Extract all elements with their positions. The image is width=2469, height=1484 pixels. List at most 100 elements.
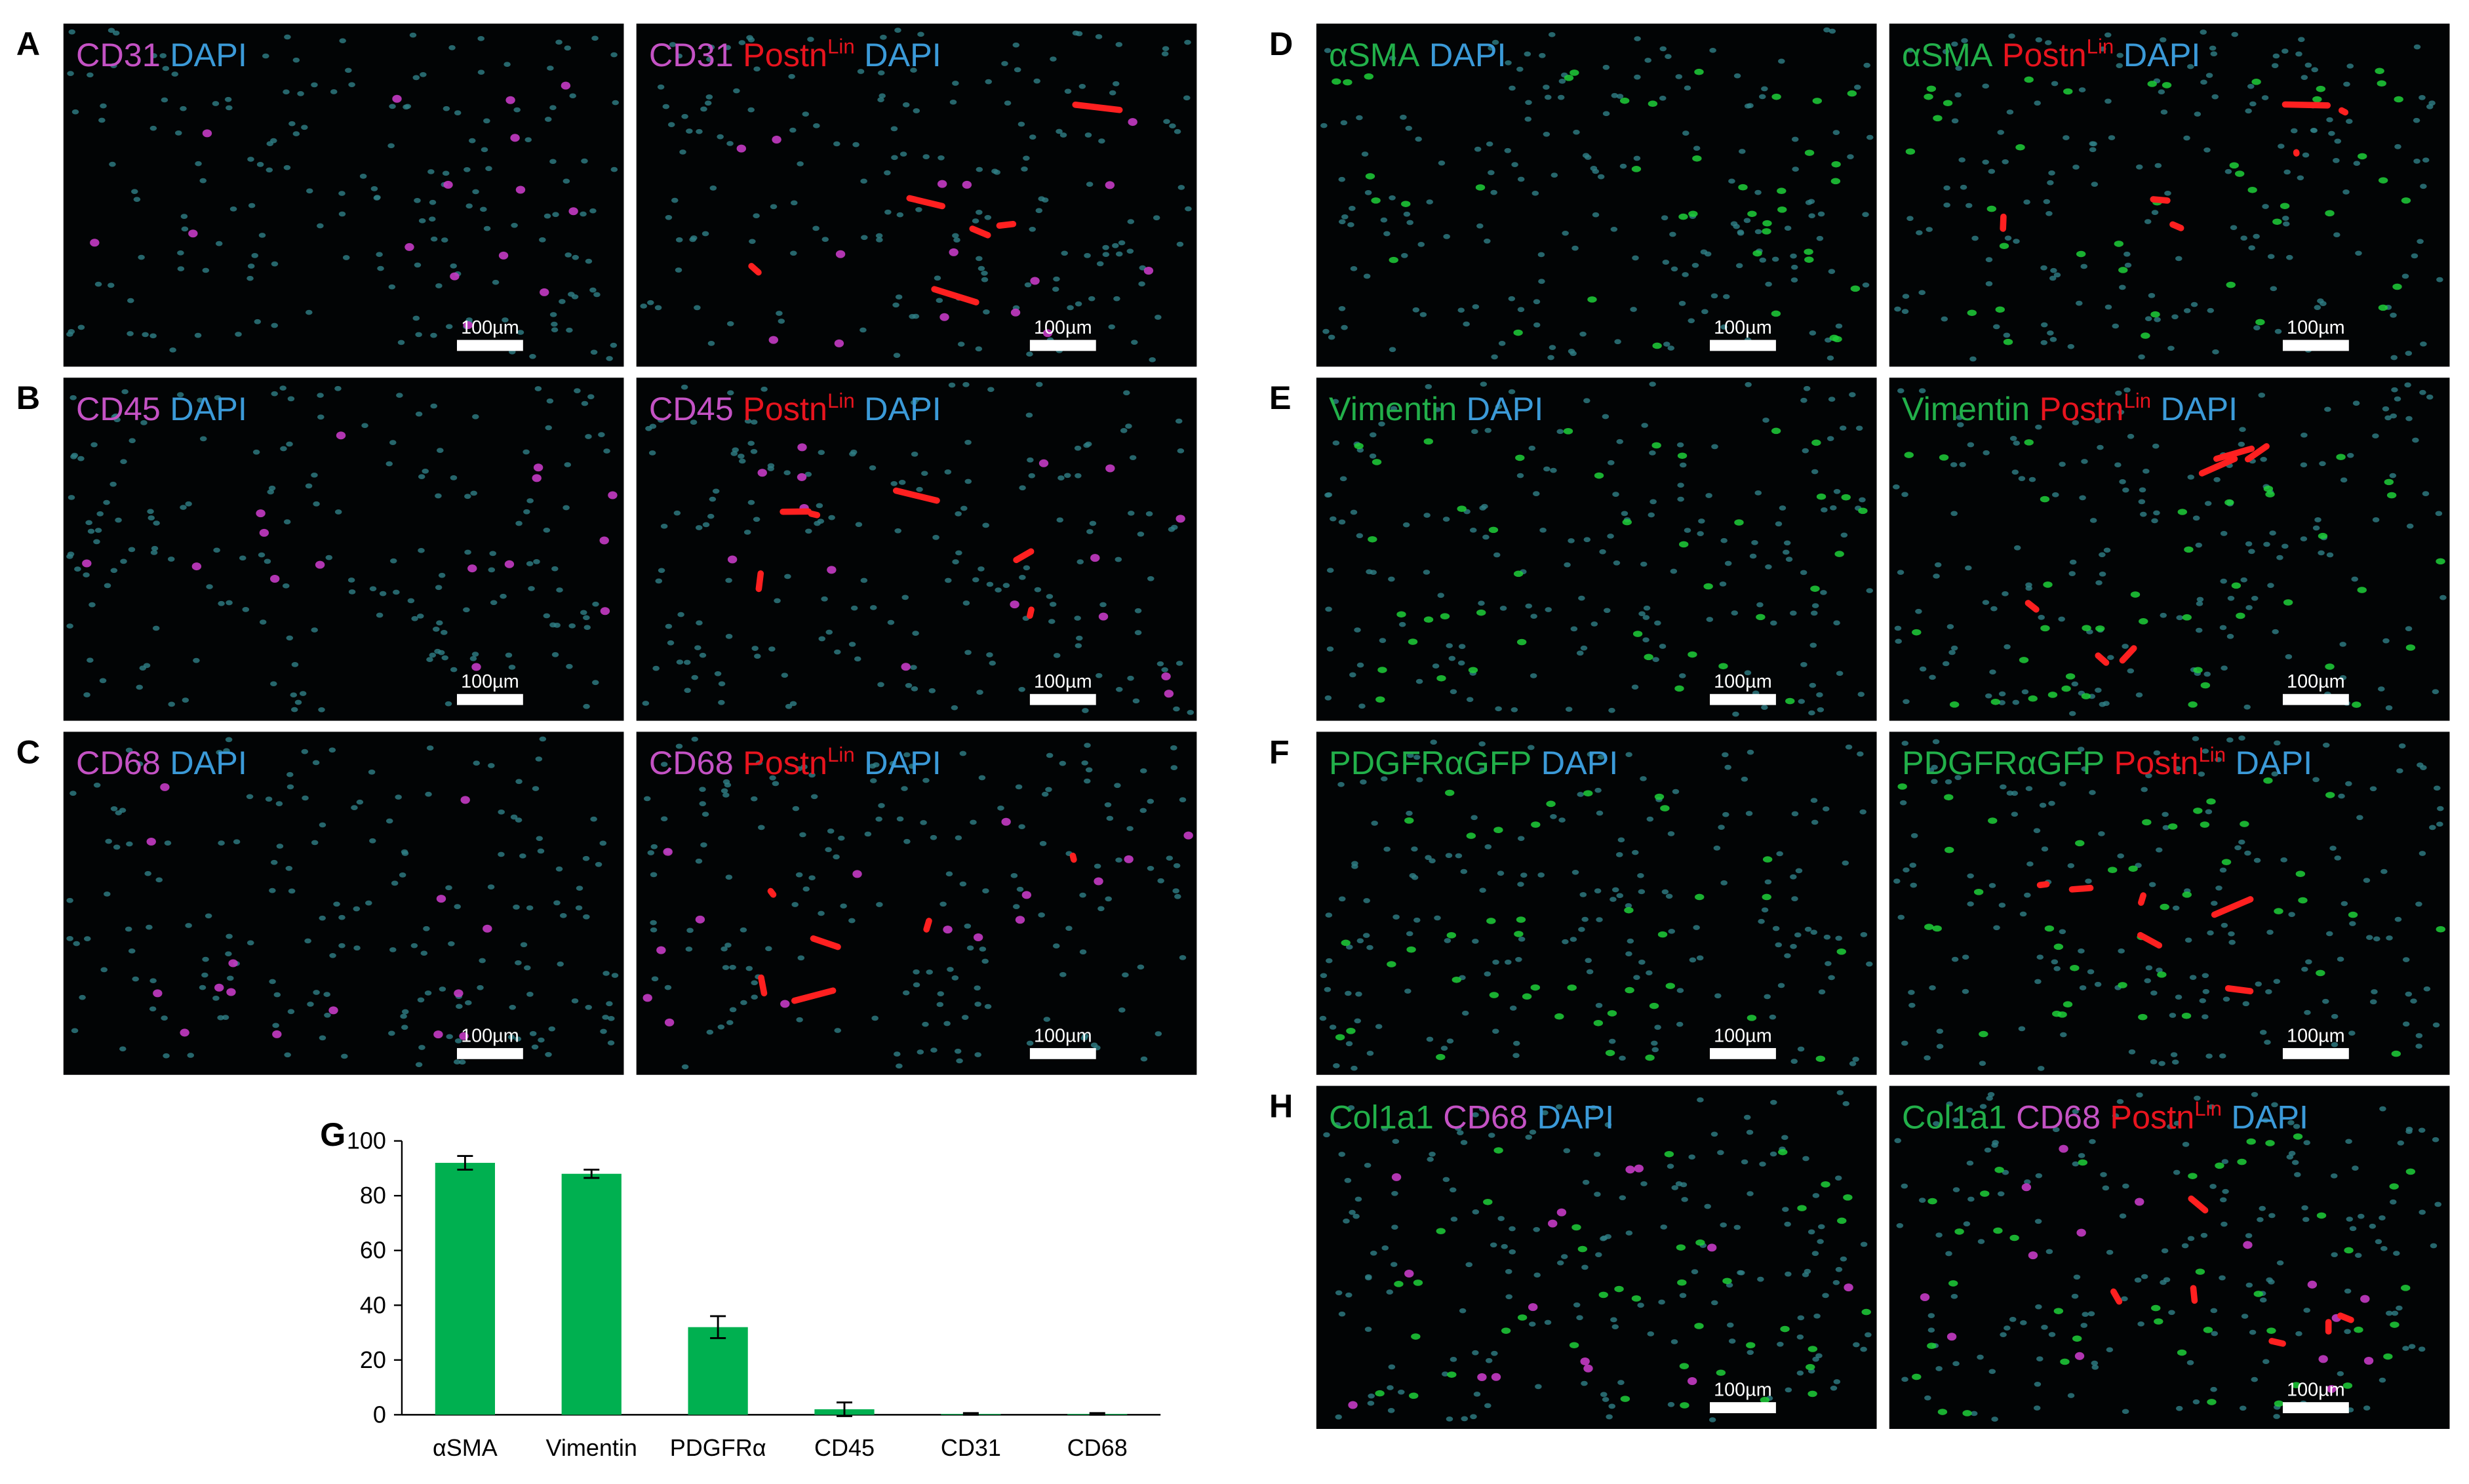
nucleus xyxy=(1155,1031,1162,1036)
nucleus xyxy=(1075,635,1083,641)
nucleus xyxy=(1924,1055,1931,1061)
stain xyxy=(1632,631,1643,637)
nucleus xyxy=(1737,229,1745,235)
nucleus xyxy=(1524,51,1531,57)
nucleus xyxy=(112,413,119,419)
nucleus xyxy=(96,511,104,517)
nucleus xyxy=(1096,673,1103,678)
nucleus xyxy=(549,312,557,317)
nucleus xyxy=(1691,262,1699,268)
nucleus xyxy=(852,142,859,147)
stain xyxy=(2274,908,2283,914)
nucleus xyxy=(2119,479,2126,484)
nucleus xyxy=(2069,559,2077,565)
nucleus xyxy=(1388,1364,1396,1370)
nucleus xyxy=(583,625,591,631)
nucleus xyxy=(1866,588,1874,593)
nucleus xyxy=(2418,1127,2426,1133)
nucleus xyxy=(2230,225,2238,231)
nucleus xyxy=(2419,95,2426,100)
nucleus xyxy=(1465,1262,1473,1268)
nucleus xyxy=(1168,526,1175,532)
caption-segment: DAPI xyxy=(170,390,247,427)
nucleus xyxy=(546,398,554,404)
nucleus xyxy=(2267,583,2274,588)
caption-segment: DAPI xyxy=(864,744,941,781)
nucleus xyxy=(2321,998,2329,1004)
nucleus xyxy=(974,985,981,991)
nucleus xyxy=(1019,575,1026,580)
nucleus xyxy=(67,71,74,76)
nucleus xyxy=(1720,880,1728,886)
nucleus xyxy=(726,1020,734,1025)
nucleus xyxy=(1835,323,1843,329)
nucleus xyxy=(2301,75,2308,80)
nucleus xyxy=(1102,244,1109,250)
nucleus xyxy=(523,449,530,455)
nucleus xyxy=(1104,802,1112,808)
nucleus xyxy=(551,327,559,333)
nucleus xyxy=(1471,429,1478,435)
nucleus xyxy=(551,652,559,657)
nucleus xyxy=(515,960,522,966)
stain xyxy=(1677,452,1688,459)
nucleus xyxy=(1754,490,1762,496)
nucleus xyxy=(1936,1028,1944,1034)
nucleus xyxy=(138,254,145,260)
nucleus xyxy=(2025,585,2032,591)
nucleus xyxy=(2251,1377,2259,1382)
nucleus xyxy=(816,503,823,509)
lineage-stain xyxy=(2188,1195,2209,1214)
nucleus xyxy=(1002,583,1010,588)
nucleus xyxy=(864,831,872,837)
stain xyxy=(2118,267,2128,273)
nucleus xyxy=(1832,1279,1840,1285)
nucleus xyxy=(202,956,209,962)
nucleus xyxy=(267,489,275,495)
nucleus xyxy=(2035,424,2042,430)
nucleus xyxy=(66,554,73,559)
stain xyxy=(1332,78,1341,85)
nucleus xyxy=(2318,550,2325,556)
nucleus xyxy=(665,214,673,220)
nucleus xyxy=(2036,954,2044,960)
nucleus xyxy=(2072,165,2080,170)
stain xyxy=(1477,1373,1487,1381)
nucleus xyxy=(2342,189,2350,195)
stain xyxy=(1678,541,1689,548)
nucleus xyxy=(1984,1147,1992,1153)
nucleus xyxy=(1516,66,1524,72)
nucleus xyxy=(952,559,959,564)
nucleus xyxy=(2329,846,2337,851)
micrograph-background xyxy=(63,732,624,1075)
nucleus xyxy=(1899,800,1907,806)
lineage-stain xyxy=(808,510,821,518)
caption-segment: DAPI xyxy=(1429,36,1507,73)
nucleus xyxy=(77,324,85,330)
nucleus xyxy=(313,990,320,995)
lineage-stain xyxy=(996,220,1017,229)
nucleus xyxy=(1964,565,1972,571)
nucleus xyxy=(1894,625,1902,631)
nucleus xyxy=(2198,771,2205,777)
nucleus xyxy=(978,566,985,572)
nucleus xyxy=(1354,627,1361,633)
stain xyxy=(2147,81,2157,87)
nucleus xyxy=(1497,1216,1505,1221)
nucleus xyxy=(1897,914,1905,920)
bar xyxy=(561,1173,622,1415)
nucleus xyxy=(850,605,858,611)
nucleus xyxy=(978,265,985,271)
nucleus xyxy=(1018,686,1025,692)
nucleus xyxy=(1945,1251,1952,1257)
nucleus xyxy=(2334,138,2342,144)
nucleus xyxy=(1392,1139,1400,1144)
nucleus xyxy=(1328,334,1335,340)
nucleus xyxy=(477,69,485,75)
nucleus xyxy=(1564,562,1571,568)
nucleus xyxy=(376,612,384,618)
nucleus xyxy=(910,400,918,405)
stain xyxy=(2316,85,2326,92)
nucleus xyxy=(66,623,73,629)
nucleus xyxy=(2091,1365,2099,1370)
